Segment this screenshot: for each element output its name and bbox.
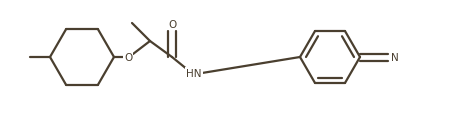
Text: HN: HN [186, 68, 202, 78]
Text: N: N [391, 53, 399, 62]
Text: O: O [124, 53, 132, 62]
Text: O: O [168, 20, 176, 30]
